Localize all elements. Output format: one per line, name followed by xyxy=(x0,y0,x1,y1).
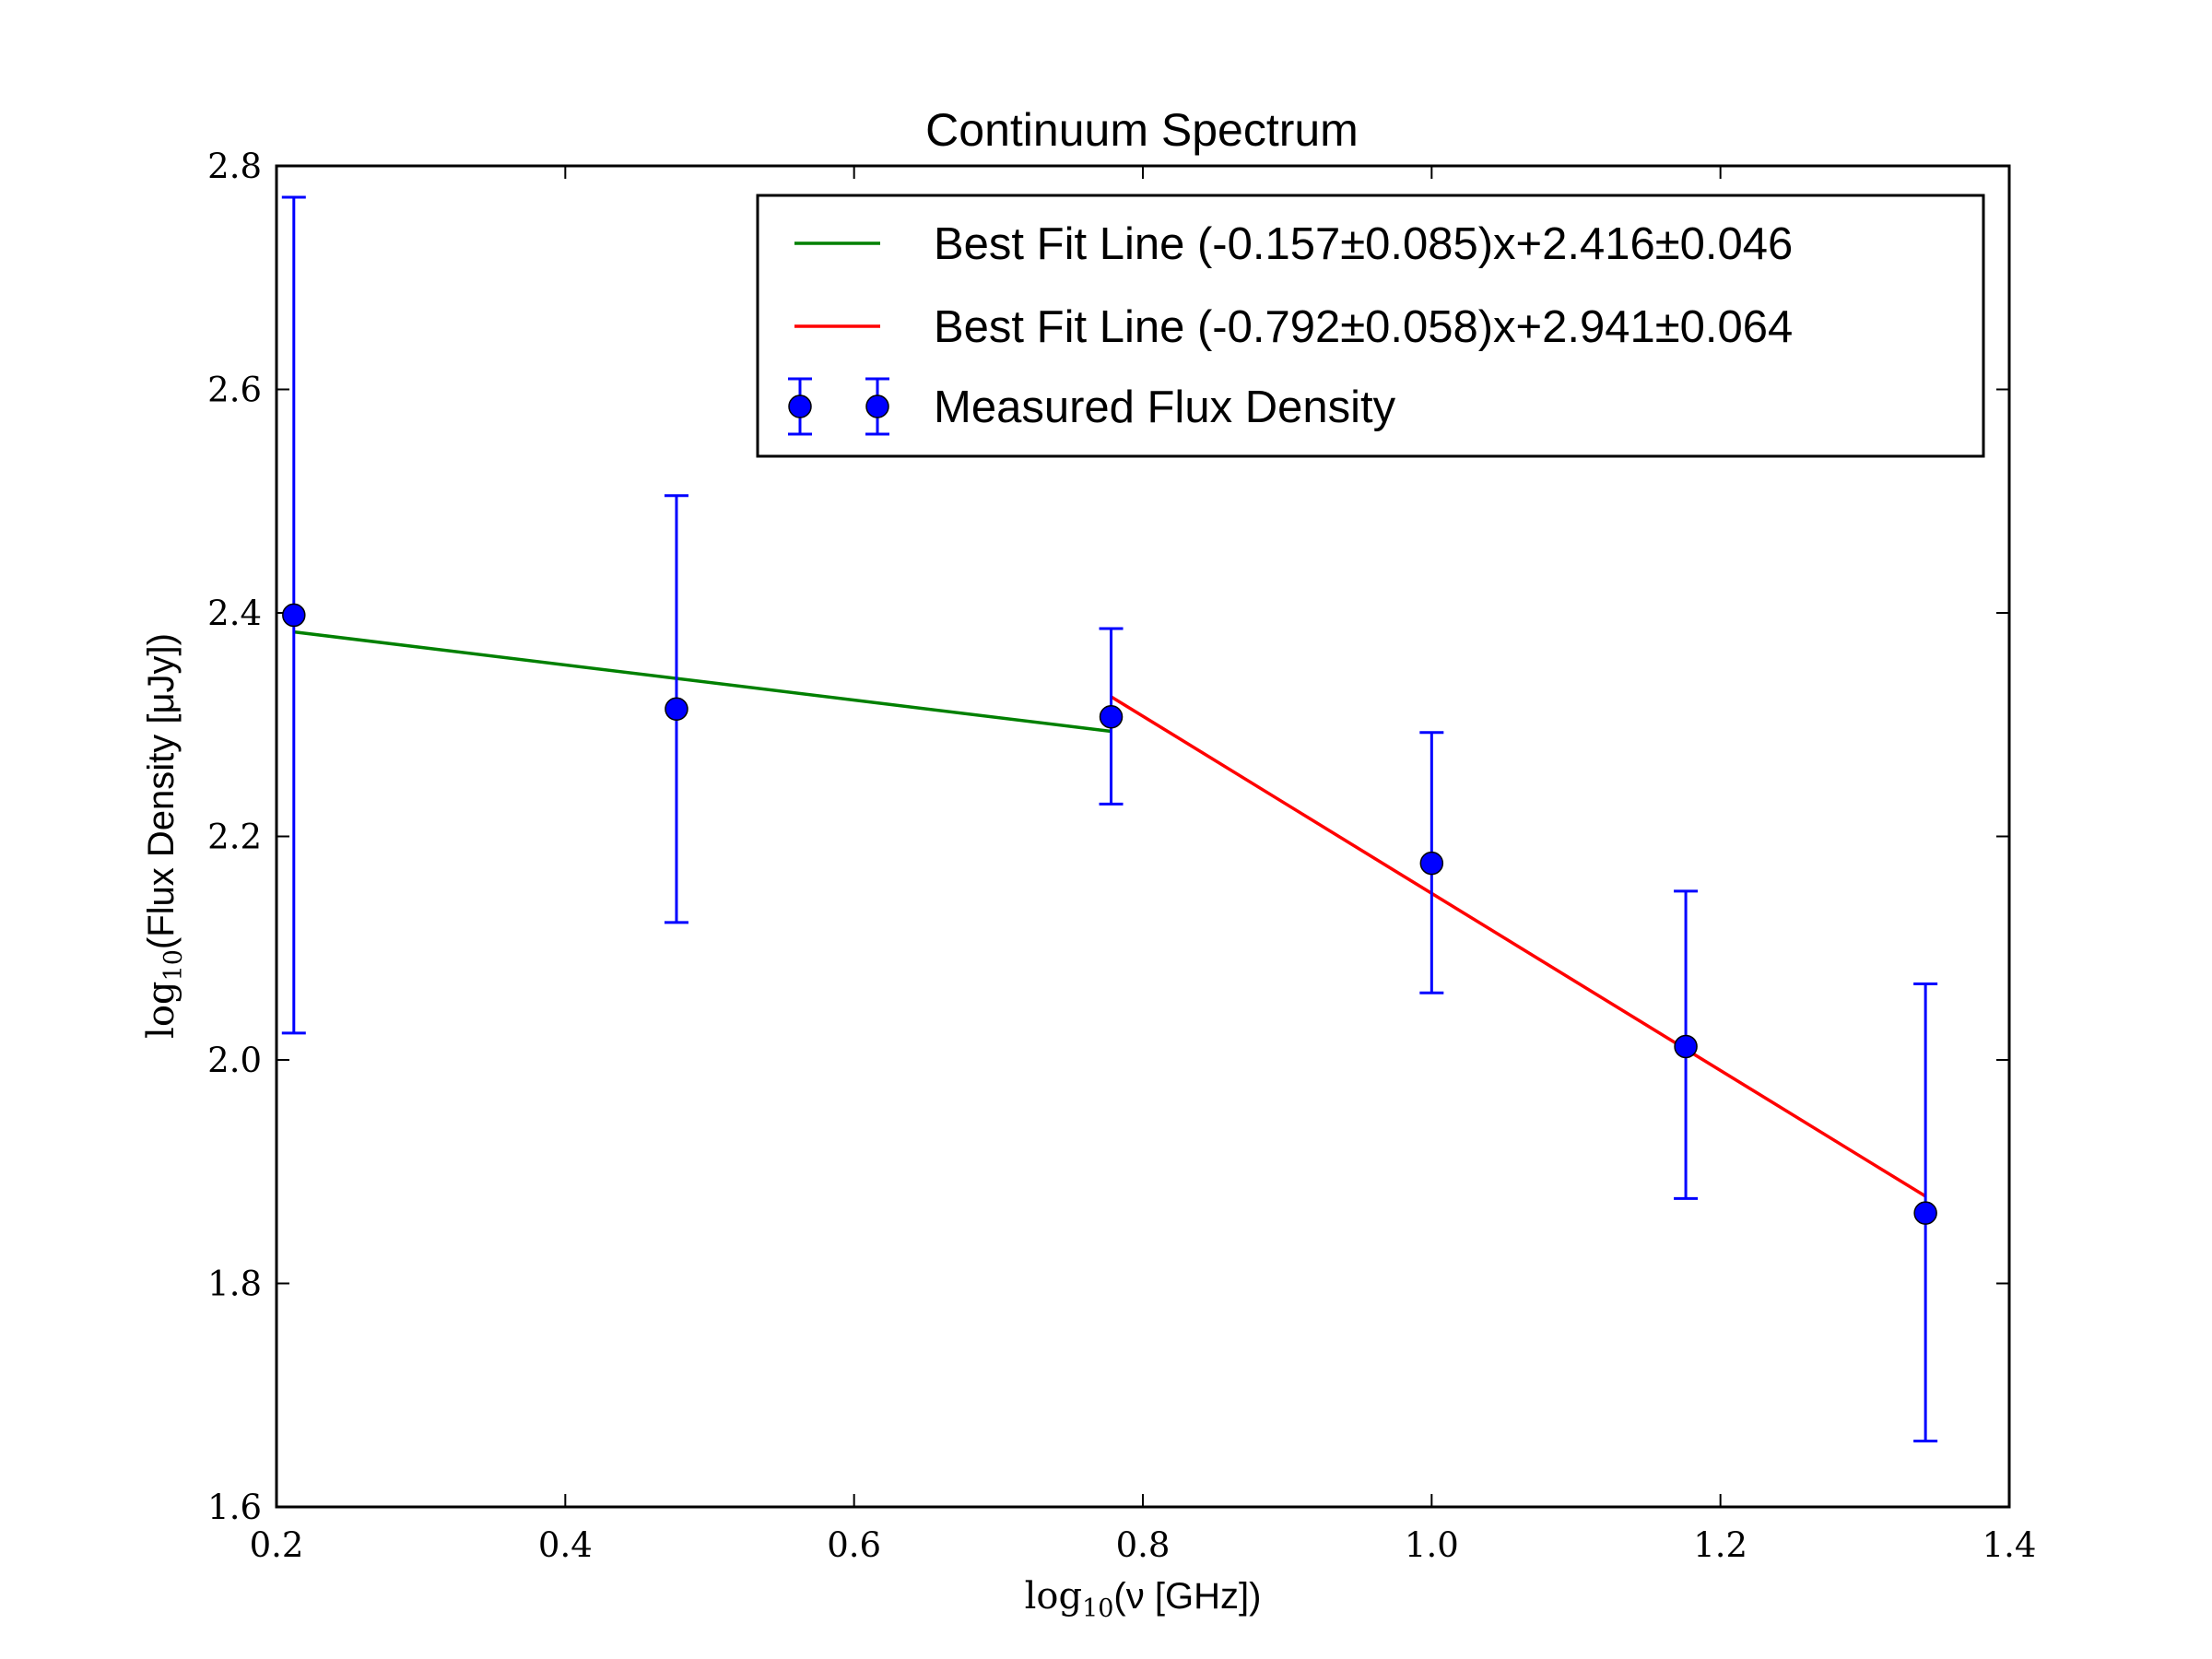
axis-tick-labels: 0.2 0.4 0.6 0.8 1.0 1.2 1.4 1.6 1.8 2.0 2.2 2.4 2.6 2… xyxy=(207,147,2036,1565)
data-point xyxy=(1419,851,1444,876)
legend-box xyxy=(756,194,1985,458)
y-tick-label: 2.0 xyxy=(207,1041,262,1080)
chart-title: Continuum Spectrum xyxy=(925,104,1359,156)
fit-line-0 xyxy=(293,629,1112,734)
y-axis-label-subscript: 10 xyxy=(159,949,188,981)
plot-frame xyxy=(275,164,2011,1509)
data-point xyxy=(1674,1034,1698,1059)
x-axis-label-text: (ν [GHz]) xyxy=(1113,1576,1261,1617)
y-axis-label-log: log xyxy=(140,981,182,1038)
x-tick-label: 0.8 xyxy=(1116,1525,1171,1565)
y-tick-label: 2.4 xyxy=(207,594,262,633)
x-tick-label: 0.2 xyxy=(250,1525,304,1565)
legend-label-1: Best Fit Line (-0.792±0.058)x+2.941±0.06… xyxy=(934,302,1793,352)
x-tick-label: 1.2 xyxy=(1693,1525,1747,1565)
x-tick-label: 0.6 xyxy=(827,1525,881,1565)
fit-line-1 xyxy=(1110,695,1927,1198)
legend: Best Fit Line (-0.157±0.085)x+2.416±0.04… xyxy=(756,194,1985,458)
y-tick-label: 2.8 xyxy=(207,147,262,186)
y-tick-label: 2.6 xyxy=(207,371,262,410)
y-tick-label: 1.8 xyxy=(207,1265,262,1304)
legend-label-0: Best Fit Line (-0.157±0.085)x+2.416±0.04… xyxy=(934,219,1793,269)
y-axis-label: log10(Flux Density [μJy]) xyxy=(140,633,188,1039)
x-tick-label: 1.0 xyxy=(1405,1525,1459,1565)
x-tick-label: 1.4 xyxy=(1983,1525,2037,1565)
legend-marker xyxy=(788,394,812,418)
y-axis-label-text: (Flux Density [μJy]) xyxy=(141,633,182,949)
data-marks xyxy=(281,195,1938,1442)
data-point xyxy=(1099,705,1124,729)
x-tick-label: 0.4 xyxy=(538,1525,593,1565)
legend-label-2: Measured Flux Density xyxy=(934,382,1396,432)
y-tick-label: 1.6 xyxy=(207,1488,262,1527)
data-point xyxy=(282,603,306,628)
data-point xyxy=(665,697,688,722)
data-point xyxy=(1913,1201,1937,1225)
x-axis-label-log: log xyxy=(1025,1575,1082,1618)
legend-marker xyxy=(865,394,889,418)
x-axis-label: log10(ν [GHz]) xyxy=(1025,1575,1262,1623)
y-tick-label: 2.2 xyxy=(207,818,262,857)
x-axis-label-subscript: 10 xyxy=(1082,1594,1113,1623)
